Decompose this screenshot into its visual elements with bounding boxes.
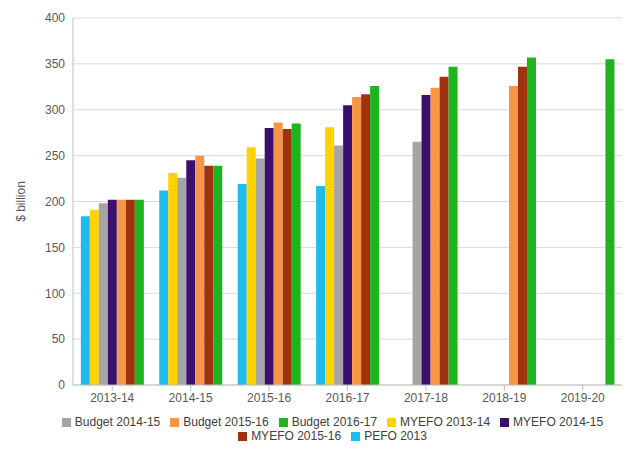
html-text:MYEFO 2013-14: MYEFO 2013-14: [400, 415, 491, 429]
svg-text:2019-20: 2019-20: [561, 391, 605, 405]
svg-text:50: 50: [52, 332, 66, 346]
svg-text:0: 0: [58, 378, 65, 392]
html-text:MYEFO 2014-15: MYEFO 2014-15: [513, 415, 604, 429]
svg-text:2016-17: 2016-17: [325, 391, 369, 405]
svg-text:200: 200: [45, 195, 65, 209]
svg-text:2013-14: 2013-14: [90, 391, 134, 405]
html-text:Budget 2014-15: Budget 2014-15: [74, 415, 161, 429]
html-text:Budget 2015-16: Budget 2015-16: [183, 415, 269, 429]
svg-text:2017-18: 2017-18: [404, 391, 448, 405]
svg-text:2014-15: 2014-15: [169, 391, 213, 405]
svg-text:2018-19: 2018-19: [482, 391, 526, 405]
svg-text:2015-16: 2015-16: [247, 391, 291, 405]
svg-text:150: 150: [45, 241, 65, 255]
svg-text:100: 100: [45, 287, 65, 301]
svg-text:$ billion: $ billion: [14, 181, 28, 222]
svg-text:400: 400: [45, 11, 65, 25]
html-text:PEFO 2013: PEFO 2013: [364, 429, 427, 443]
html-text:MYEFO 2015-16: MYEFO 2015-16: [251, 429, 342, 443]
svg-text:300: 300: [45, 103, 65, 117]
html-text:Budget 2016-17: Budget 2016-17: [291, 415, 378, 429]
svg-text:350: 350: [45, 57, 65, 71]
svg-text:250: 250: [45, 149, 65, 163]
